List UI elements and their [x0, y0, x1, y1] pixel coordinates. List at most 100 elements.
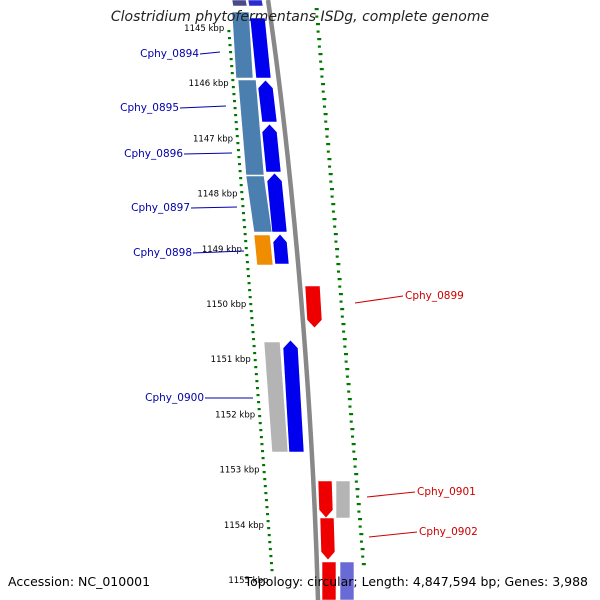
gc-dash — [253, 359, 257, 362]
backbone-line — [265, 0, 321, 600]
gc-skew-dash — [337, 278, 342, 281]
gc-skew-dash — [345, 368, 350, 371]
gc-skew-dash — [348, 405, 352, 408]
grey-feature — [263, 341, 289, 453]
gc-dash — [238, 170, 242, 173]
forward-gene-arrow — [261, 123, 282, 173]
gc-dash — [244, 240, 248, 243]
gc-dash — [233, 107, 237, 110]
gc-skew-dash — [361, 563, 366, 566]
gc-dash — [252, 345, 256, 348]
gc-dash — [247, 282, 251, 285]
gene-label-cphy_0901: Cphy_0901 — [417, 486, 476, 498]
gc-skew-dash — [318, 53, 323, 56]
gc-skew-dash — [336, 270, 340, 273]
gc-dash — [228, 44, 232, 47]
tick-label: 1150 kbp — [206, 300, 246, 310]
gene-label-cphy_0894: Cphy_0894 — [140, 48, 199, 60]
gc-skew-dash — [338, 293, 343, 296]
gc-skew-dash — [335, 248, 340, 251]
gc-dash — [256, 394, 260, 397]
gene-leader-line — [366, 491, 416, 498]
gc-dash — [242, 219, 246, 222]
reverse-gene-arrow — [319, 517, 336, 561]
gc-dash — [245, 261, 249, 264]
gc-dash — [235, 135, 239, 138]
gc-dash — [245, 254, 249, 257]
gc-skew-dash — [331, 210, 335, 213]
gc-skew-dash — [332, 218, 337, 221]
gc-skew-dash — [320, 75, 324, 78]
orange-feature — [253, 234, 274, 266]
tick-label: 1155 kbp — [228, 576, 268, 586]
gc-dash — [259, 436, 263, 439]
partial-feature-top — [231, 0, 248, 7]
grey-feature — [335, 480, 351, 519]
gc-dash — [268, 541, 272, 544]
gc-dash — [269, 555, 273, 558]
gc-skew-dash — [351, 435, 355, 438]
gc-dash — [234, 114, 238, 117]
gc-skew-dash — [352, 450, 356, 453]
gc-skew-dash — [328, 165, 332, 168]
gc-dash — [266, 513, 270, 516]
gc-dash — [232, 93, 236, 96]
gc-dash — [243, 233, 247, 236]
partial-feature-bottom — [339, 561, 355, 600]
gene-leader-line — [192, 250, 245, 254]
gc-skew-dash — [327, 158, 332, 161]
gc-dash — [249, 310, 253, 313]
accession-text: Accession: NC_010001 — [8, 574, 151, 589]
gc-skew-dash — [346, 383, 351, 386]
steelblue-feature — [237, 79, 265, 176]
forward-gene-arrow — [249, 17, 272, 79]
gene-label-cphy_0900: Cphy_0900 — [145, 392, 204, 404]
gc-dash — [253, 352, 257, 355]
gc-dash — [241, 205, 245, 208]
gc-content-track-left — [227, 30, 274, 572]
topology-text: Topology: circular; Length: 4,847,594 bp… — [244, 574, 588, 589]
tick-label: 1149 kbp — [202, 245, 242, 255]
gc-dash — [237, 156, 241, 159]
gc-skew-dash — [342, 338, 347, 341]
gc-dash — [266, 520, 270, 523]
gc-dash — [262, 471, 266, 474]
gc-dash — [269, 562, 273, 565]
gc-dash — [251, 331, 255, 334]
gc-dash — [246, 268, 250, 271]
gc-dash — [264, 492, 268, 495]
gc-skew-dash — [322, 105, 326, 108]
gc-dash — [248, 296, 252, 299]
gc-dash — [227, 37, 231, 40]
gene-label-cphy_0898: Cphy_0898 — [133, 247, 192, 259]
gene-leader-line — [190, 206, 238, 209]
reverse-gene-arrow — [304, 285, 323, 329]
gc-skew-dash — [347, 398, 352, 401]
gc-dash — [252, 338, 256, 341]
gc-skew-dash — [336, 263, 341, 266]
gc-skew-dash — [321, 83, 326, 86]
gc-skew-dash — [324, 120, 328, 123]
gc-skew-dash — [326, 150, 330, 153]
gc-skew-dash — [349, 420, 353, 423]
gene-label-cphy_0902: Cphy_0902 — [419, 526, 478, 538]
gc-dash — [239, 184, 243, 187]
gc-dash — [258, 422, 262, 425]
tick-label: 1146 kbp — [189, 79, 229, 89]
gene-label-cphy_0897: Cphy_0897 — [131, 202, 190, 214]
gc-dash — [240, 198, 244, 201]
gc-skew-dash — [344, 360, 348, 363]
gc-dash — [230, 72, 234, 75]
gc-content-track-right — [314, 8, 366, 566]
gc-skew-dash — [350, 428, 355, 431]
gc-dash — [230, 65, 234, 68]
gc-dash — [248, 289, 252, 292]
gene-label-cphy_0896: Cphy_0896 — [124, 148, 183, 160]
reverse-gene-arrow — [321, 561, 337, 600]
gc-dash — [262, 464, 266, 467]
gc-dash — [250, 324, 254, 327]
forward-gene-arrow — [257, 79, 278, 123]
gc-skew-dash — [334, 240, 338, 243]
gc-skew-dash — [347, 390, 351, 393]
